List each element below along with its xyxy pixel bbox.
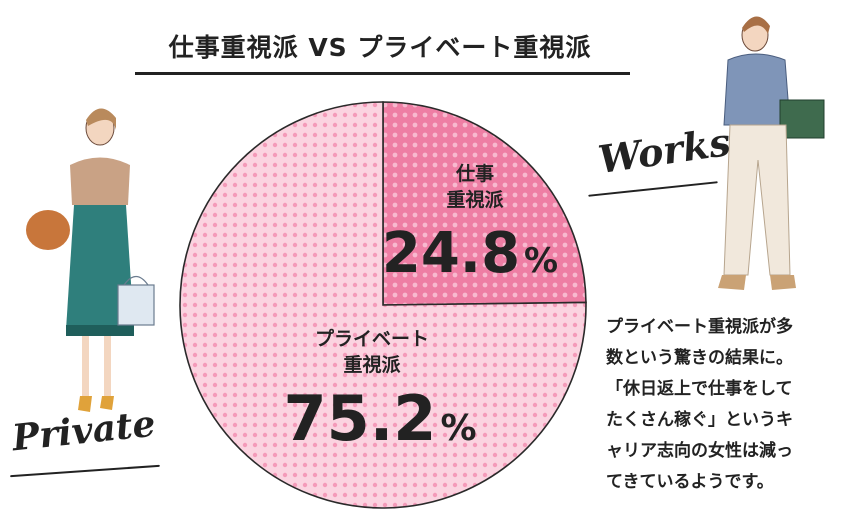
slice-label-private-line2: 重視派 xyxy=(343,353,401,376)
annotation-line: たくさん稼ぐ」というキ xyxy=(606,410,793,430)
title-underline xyxy=(135,72,630,75)
shopping-woman-illustration xyxy=(26,108,155,412)
walking-businesswoman-illustration xyxy=(718,16,825,290)
annotation-line: 数という驚きの結果に。 xyxy=(606,348,793,368)
slice-value-private-unit: % xyxy=(440,408,476,449)
slice-value-work-number: 24.8 xyxy=(382,221,520,286)
pie-slice-work xyxy=(382,101,587,306)
slice-value-private: 75.2% xyxy=(283,382,476,455)
annotation-line: プライベート重視派が多 xyxy=(606,317,793,337)
annotation-text: プライベート重視派が多 数という驚きの結果に。 「休日返上で仕事をして たくさん… xyxy=(606,312,846,498)
slice-label-private-line1: プライベート xyxy=(315,327,429,350)
annotation-line: 「休日返上で仕事をして xyxy=(606,379,793,399)
slice-value-private-number: 75.2 xyxy=(283,382,436,455)
annotation-line: ャリア志向の女性は減っ xyxy=(606,441,793,461)
chart-title: 仕事重視派 VS プライベート重視派 xyxy=(168,33,592,62)
slice-value-work: 24.8% xyxy=(382,221,558,286)
annotation-line: てきているようです。 xyxy=(606,472,774,492)
slice-value-work-unit: % xyxy=(524,241,558,281)
pie-slice-private xyxy=(179,101,587,509)
slice-label-work-line1: 仕事 xyxy=(455,162,494,185)
slice-label-work-line2: 重視派 xyxy=(446,188,504,211)
